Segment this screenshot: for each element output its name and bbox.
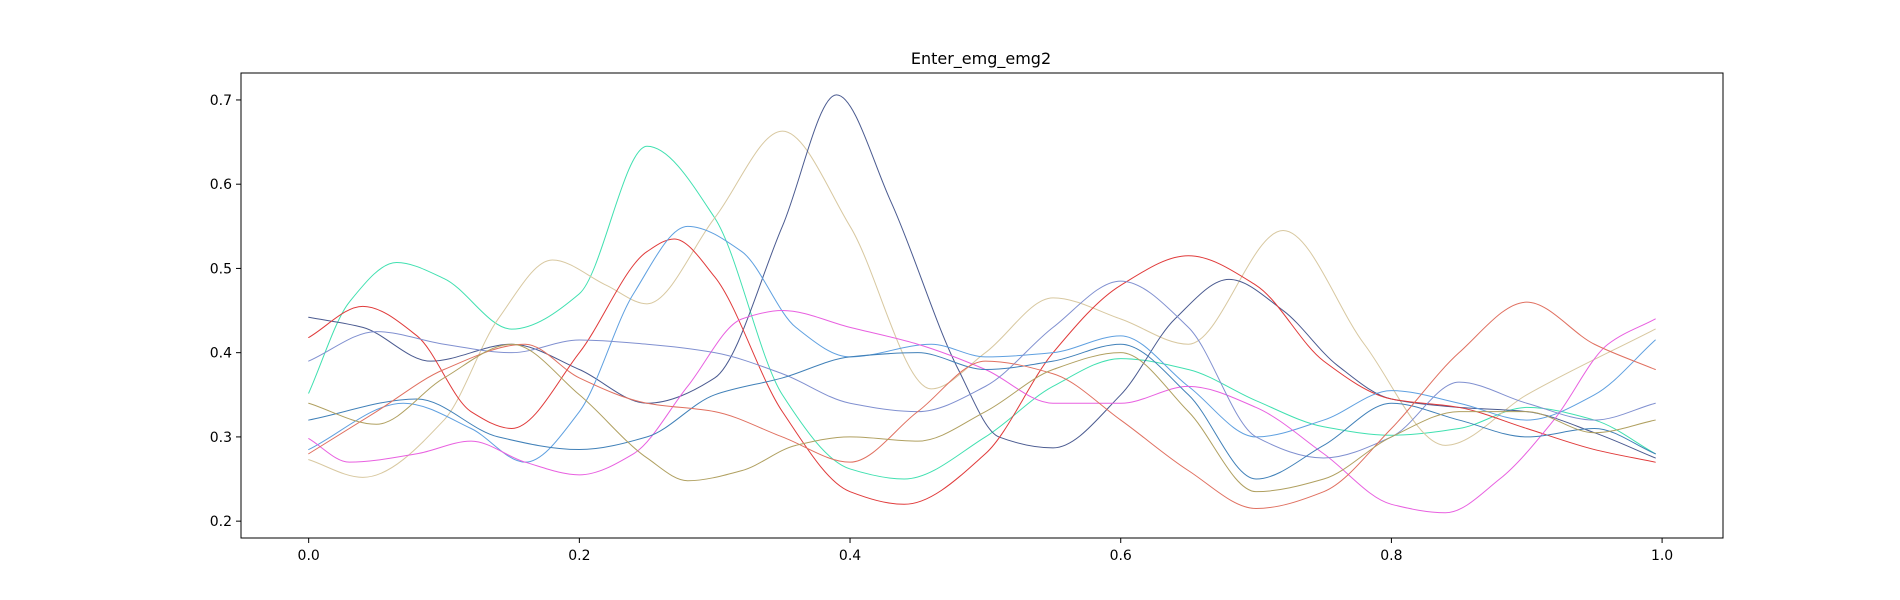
y-tick-label: 0.4 [210,346,232,362]
axes-frame [240,72,1724,539]
chart-title: Enter_emg_emg2 [911,49,1051,69]
plot-area [240,72,1724,539]
x-tick-label: 1.0 [1651,548,1673,564]
y-tick-label: 0.7 [210,93,232,109]
series-line-4 [308,238,1656,505]
y-axis: 0.2 0.3 0.4 0.5 0.6 0.7 [210,93,241,530]
series-line-8 [308,343,1656,480]
x-tick-label: 0.6 [1110,548,1132,564]
series-line-10 [308,343,1656,493]
x-tick-label: 0.4 [839,548,861,564]
y-tick-label: 0.5 [210,261,232,277]
series-line-7 [308,280,1656,459]
y-tick-label: 0.3 [210,430,232,446]
x-tick-label: 0.8 [1380,548,1402,564]
x-tick-label: 0.2 [568,548,590,564]
series-line-1 [308,145,1656,480]
series-line-2 [308,130,1656,478]
series-line-9 [308,301,1656,510]
x-axis: 0.0 0.2 0.4 0.6 0.8 1.0 [298,538,1673,564]
x-tick-label: 0.0 [298,548,320,564]
y-tick-label: 0.2 [210,514,232,530]
series-line-6 [308,310,1656,514]
series-layer [308,94,1656,514]
y-tick-label: 0.6 [210,177,232,193]
